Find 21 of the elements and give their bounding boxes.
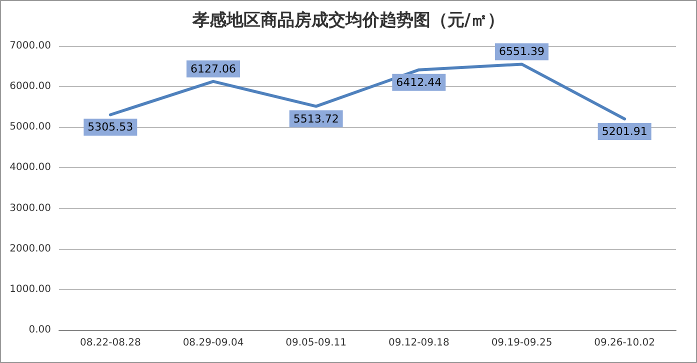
y-tick-label: 0.00 (28, 324, 51, 336)
y-tick-label: 3000.00 (10, 202, 51, 214)
y-tick-label: 5000.00 (10, 122, 51, 133)
y-tick-label: 2000.00 (10, 243, 51, 254)
y-tick-label: 7000.00 (10, 40, 51, 52)
data-label: 6127.06 (190, 62, 236, 76)
x-tick-label: 08.22-08.28 (80, 338, 141, 348)
y-tick-label: 6000.00 (10, 81, 51, 92)
data-label: 5513.72 (293, 112, 339, 126)
x-tick-label: 08.29-09.04 (182, 338, 244, 348)
y-tick-label: 1000.00 (10, 284, 51, 295)
data-label: 5201.91 (602, 124, 648, 138)
y-tick-label: 4000.00 (10, 162, 51, 174)
x-tick-label: 09.12-09.18 (388, 338, 450, 348)
data-label: 5305.53 (88, 120, 134, 134)
chart-title: 孝感地区商品房成交均价趋势图（元/㎡） (191, 10, 505, 30)
x-tick-label: 09.19-09.25 (491, 338, 552, 348)
x-tick-label: 09.05-09.11 (286, 338, 347, 348)
data-label: 6551.39 (499, 45, 544, 58)
data-label: 6412.44 (396, 76, 442, 89)
x-tick-label: 09.26-10.02 (594, 338, 656, 348)
